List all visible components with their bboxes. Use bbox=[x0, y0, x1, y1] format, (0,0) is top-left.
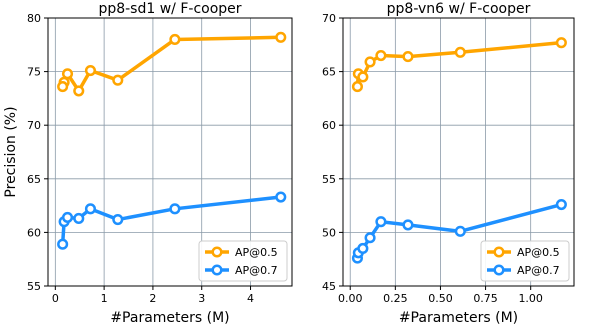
legend-marker bbox=[493, 264, 505, 276]
series-line-ap70 bbox=[60, 195, 281, 245]
data-point bbox=[364, 232, 376, 244]
data-point bbox=[57, 81, 69, 93]
legend: AP@0.5 AP@0.7 bbox=[198, 240, 288, 282]
series-line-ap50 bbox=[60, 35, 281, 93]
x-tick-label: 0 bbox=[52, 292, 59, 305]
legend-marker bbox=[211, 246, 223, 258]
data-point bbox=[555, 37, 567, 49]
x-tick-label: 0.50 bbox=[428, 292, 453, 305]
legend: AP@0.5 AP@0.7 bbox=[480, 240, 570, 282]
data-point bbox=[61, 68, 74, 80]
y-tick-label: 70 bbox=[27, 119, 41, 132]
y-tick-label: 65 bbox=[322, 66, 336, 79]
plot-frame bbox=[47, 17, 293, 287]
data-point bbox=[454, 46, 466, 58]
chart-title: pp8-vn6 w/ F-cooper bbox=[387, 1, 531, 17]
x-axis-label: #Parameters (M) bbox=[110, 310, 229, 326]
chart-title: pp8-sd1 w/ F-cooper bbox=[98, 1, 241, 17]
data-point bbox=[61, 211, 74, 223]
data-point bbox=[555, 198, 567, 211]
y-tick-label: 60 bbox=[27, 226, 41, 239]
y-tick-label: 45 bbox=[322, 280, 336, 293]
chart-panel-left: 0 1 2 3 4 55 60 65 70 75 80 pp8-sd1 w/ F-cooper #Par… bbox=[3, 1, 293, 326]
data-point bbox=[357, 242, 369, 255]
chart-panel-right: 0.00 0.25 0.50 0.75 1.00 45 50 55 60 65 70 pp8-vn6 … bbox=[322, 1, 575, 326]
y-tick-label: 55 bbox=[322, 173, 336, 186]
data-point bbox=[357, 71, 369, 83]
x-tick-label: 0.00 bbox=[338, 292, 363, 305]
x-tick-label: 0.75 bbox=[473, 292, 498, 305]
y-tick-label: 75 bbox=[27, 66, 41, 79]
y-tick-label: 60 bbox=[322, 119, 336, 132]
data-point bbox=[364, 56, 376, 68]
data-point bbox=[73, 85, 85, 97]
x-tick-label: 2 bbox=[149, 292, 156, 305]
legend-label: AP@0.7 bbox=[235, 264, 278, 277]
data-point bbox=[84, 203, 97, 215]
legend-label: AP@0.5 bbox=[517, 246, 560, 259]
y-tick-label: 65 bbox=[27, 173, 41, 186]
data-point bbox=[402, 219, 414, 231]
data-point bbox=[84, 64, 97, 77]
y-axis-label: Precision (%) bbox=[3, 106, 19, 197]
data-point bbox=[351, 81, 363, 93]
x-tick-label: 3 bbox=[198, 292, 205, 305]
data-point bbox=[169, 203, 181, 215]
y-tick-label: 50 bbox=[322, 226, 336, 239]
data-point bbox=[57, 238, 69, 250]
x-axis-label: #Parameters (M) bbox=[399, 310, 518, 326]
data-point bbox=[275, 191, 287, 203]
x-tick-label: 4 bbox=[247, 292, 254, 305]
y-tick-label: 55 bbox=[27, 280, 41, 293]
data-point bbox=[169, 33, 181, 45]
legend-label: AP@0.7 bbox=[517, 264, 560, 277]
legend-label: AP@0.5 bbox=[235, 246, 278, 259]
data-point bbox=[454, 225, 466, 237]
legend-marker bbox=[493, 246, 505, 258]
data-point bbox=[402, 51, 414, 63]
y-tick-label: 80 bbox=[27, 12, 41, 25]
x-tick-label: 1 bbox=[101, 292, 108, 305]
y-tick-label: 70 bbox=[322, 12, 336, 25]
data-point bbox=[375, 49, 387, 62]
data-point bbox=[112, 213, 124, 226]
data-point bbox=[112, 74, 124, 86]
plot-frame bbox=[342, 17, 575, 287]
x-tick-label: 1.00 bbox=[518, 292, 543, 305]
data-point bbox=[73, 212, 85, 225]
data-point bbox=[375, 216, 387, 228]
data-point bbox=[275, 31, 287, 43]
legend-marker bbox=[211, 264, 223, 276]
x-tick-label: 0.25 bbox=[383, 292, 408, 305]
